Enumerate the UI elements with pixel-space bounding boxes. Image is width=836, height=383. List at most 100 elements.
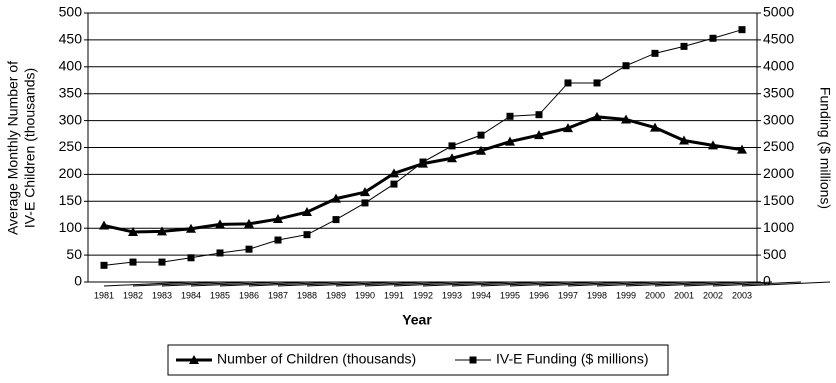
point	[390, 180, 398, 188]
y2-tick-label: 3000	[763, 111, 794, 127]
point	[274, 236, 282, 244]
point	[215, 219, 225, 229]
point	[534, 130, 544, 140]
point	[273, 214, 283, 224]
y2-tick-label: 4000	[763, 58, 794, 74]
x-tick	[335, 281, 425, 287]
y-tick-label: 0	[74, 273, 82, 289]
point	[157, 226, 167, 236]
x-tick-label: 1990	[355, 290, 375, 300]
x-tick	[451, 281, 541, 287]
x-tick-label: 1992	[413, 290, 433, 300]
point	[651, 49, 659, 57]
y-tick-label: 450	[59, 31, 83, 47]
point	[679, 135, 689, 145]
x-tick	[741, 281, 831, 287]
point	[128, 226, 138, 236]
point	[245, 245, 253, 253]
x-tick-label: 1981	[94, 290, 114, 300]
x-tick-label: 1995	[500, 290, 520, 300]
x-tick-label: 1989	[326, 290, 346, 300]
y2-tick-label: 0	[763, 273, 771, 289]
y2-tick-label: 1000	[763, 219, 794, 235]
x-axis-title: Year	[402, 312, 432, 328]
legend-label: IV-E Funding ($ millions)	[496, 351, 649, 367]
x-tick	[422, 281, 512, 287]
x-tick-label: 1999	[616, 290, 636, 300]
x-tick	[219, 281, 309, 287]
x-tick-label: 1997	[558, 290, 578, 300]
y-tick-label: 250	[59, 138, 83, 154]
x-tick	[248, 281, 338, 287]
x-tick	[683, 281, 773, 287]
point	[650, 122, 660, 132]
y2-tick-label: 500	[763, 246, 787, 262]
point	[447, 153, 457, 163]
point	[593, 79, 601, 87]
x-tick	[625, 281, 715, 287]
x-tick	[712, 281, 802, 287]
point	[738, 26, 746, 34]
point	[302, 207, 312, 217]
y-tick-label: 200	[59, 165, 83, 181]
x-tick	[306, 281, 396, 287]
x-tick	[538, 281, 628, 287]
legend-marker	[469, 356, 477, 364]
legend-label: Number of Children (thousands)	[217, 351, 416, 367]
x-tick	[132, 281, 222, 287]
x-tick-label: 2000	[645, 290, 665, 300]
point	[389, 168, 399, 178]
legend-marker	[189, 355, 199, 364]
x-tick	[190, 281, 280, 287]
point	[564, 79, 572, 87]
point	[506, 112, 514, 120]
x-tick-label: 1986	[239, 290, 259, 300]
x-tick	[480, 281, 570, 287]
x-tick	[509, 281, 599, 287]
point	[216, 249, 224, 257]
x-tick-label: 1982	[123, 290, 143, 300]
point	[535, 111, 543, 119]
point	[737, 144, 747, 154]
x-tick-label: 1998	[587, 290, 607, 300]
y2-tick-label: 2500	[763, 138, 794, 154]
point	[187, 254, 195, 262]
y2-tick-label: 2000	[763, 165, 794, 181]
y-axis-title: IV-E Children (thousands)	[22, 68, 38, 228]
y-axis-title: Average Monthly Number of	[5, 61, 21, 235]
x-tick-label: 1993	[442, 290, 462, 300]
x-tick-label: 1994	[471, 290, 491, 300]
x-tick	[567, 281, 657, 287]
x-tick	[654, 281, 744, 287]
point	[563, 123, 573, 133]
point	[303, 231, 311, 239]
x-tick-label: 2003	[732, 290, 752, 300]
point	[477, 131, 485, 139]
x-tick-label: 2001	[674, 290, 694, 300]
y-tick-label: 300	[59, 111, 83, 127]
y2-tick-label: 5000	[763, 4, 794, 20]
point	[244, 218, 254, 228]
point	[99, 220, 109, 230]
y2-tick-label: 4500	[763, 31, 794, 47]
y-tick-label: 50	[66, 246, 82, 262]
y-tick-label: 100	[59, 219, 83, 235]
point	[361, 199, 369, 207]
x-tick	[596, 281, 686, 287]
y-tick-label: 350	[59, 84, 83, 100]
y-tick-label: 400	[59, 58, 83, 74]
point	[448, 142, 456, 150]
x-tick	[277, 281, 367, 287]
x-tick-label: 1983	[152, 290, 172, 300]
y2-tick-label: 3500	[763, 84, 794, 100]
point	[592, 111, 602, 121]
point	[621, 114, 631, 124]
x-tick-label: 1987	[268, 290, 288, 300]
point	[680, 42, 688, 50]
legend-box	[167, 344, 669, 376]
y2-axis-title: Funding ($ millions)	[817, 87, 833, 209]
y-tick-label: 150	[59, 192, 83, 208]
x-tick-label: 1991	[384, 290, 404, 300]
x-tick-label: 2002	[703, 290, 723, 300]
